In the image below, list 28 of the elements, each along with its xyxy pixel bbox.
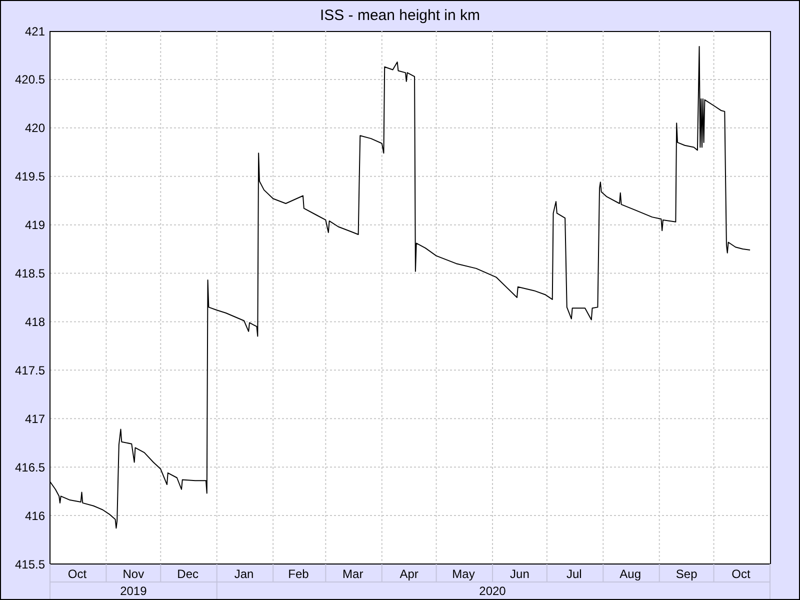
x-tick-label: Aug <box>620 567 642 581</box>
x-tick-label: Feb <box>288 567 310 581</box>
x-tick-label: Sep <box>676 567 698 581</box>
y-tick-label: 418 <box>24 314 46 329</box>
x-tick-label: Jul <box>566 567 582 581</box>
y-tick-label: 419 <box>24 218 46 232</box>
y-tick-label: 420 <box>24 121 46 136</box>
y-tick-label: 415.5 <box>14 557 46 572</box>
y-tick-label: 420.5 <box>14 72 46 87</box>
x-tick-label: Jun <box>510 567 530 581</box>
x-tick-label: Oct <box>68 567 88 581</box>
x-tick-label: Oct <box>732 567 751 581</box>
y-tick-label: 418.5 <box>14 266 46 281</box>
x-tick-label: Jan <box>234 567 254 581</box>
y-tick-label: 416.5 <box>14 460 46 474</box>
y-tick-label: 417.5 <box>14 363 46 378</box>
y-tick-label: 417 <box>24 412 46 426</box>
y-tick-label: 419.5 <box>14 170 46 184</box>
y-tick-label: 416 <box>24 508 46 523</box>
x2-tick-label: 2020 <box>479 584 506 598</box>
x2-tick-label: 2019 <box>120 584 148 598</box>
x-tick-label: Dec <box>177 567 199 581</box>
x-tick-label: Apr <box>400 567 418 581</box>
x-tick-label: Nov <box>122 567 144 581</box>
chart-title: ISS - mean height in km <box>320 7 480 24</box>
x-tick-label: May <box>452 567 475 581</box>
x-tick-label: Mar <box>342 567 364 581</box>
y-tick-label: 421 <box>24 24 46 38</box>
